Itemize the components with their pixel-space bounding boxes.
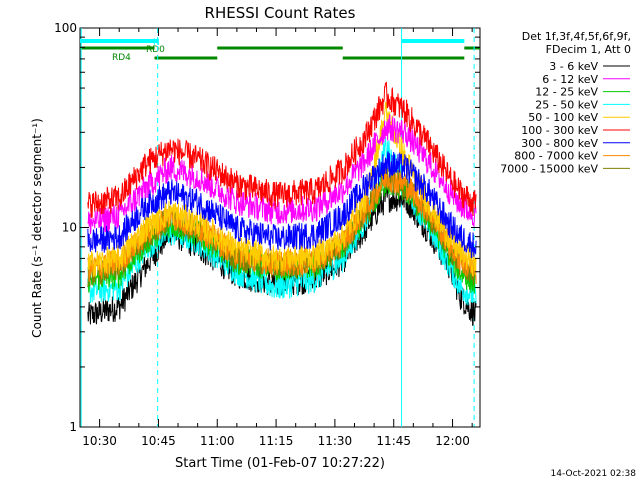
x-tick-label: 12:00: [435, 434, 470, 448]
y-tick-label: 1: [69, 420, 77, 434]
legend-label: 7000 - 15000 keV: [500, 162, 598, 175]
generated-timestamp: 14-Oct-2021 02:38: [551, 469, 637, 479]
legend-label: 100 - 300 keV: [521, 124, 598, 137]
state-label-rd4: RD4: [112, 53, 131, 63]
legend-label: 12 - 25 keV: [535, 86, 598, 99]
state-label-rd0: RD0: [146, 45, 165, 55]
legend-label: 50 - 100 keV: [528, 111, 598, 124]
legend-label: 3 - 6 keV: [549, 60, 598, 73]
y-axis-label: Count Rate (s⁻¹ detector segment⁻¹): [30, 118, 44, 338]
y-tick-label: 100: [54, 21, 77, 35]
x-tick-label: 11:15: [259, 434, 294, 448]
series-line-800-7000-kev: [87, 166, 477, 285]
x-tick-label: 11:30: [318, 434, 353, 448]
legend: Det 1f,3f,4f,5f,6f,9f, FDecim 1, Att 0 3…: [500, 30, 631, 175]
x-axis-label: Start Time (01-Feb-07 10:27:22): [175, 456, 385, 471]
x-tick-label: 11:45: [376, 434, 411, 448]
x-axis: 10:30 10:45 11:00 11:15 11:30 11:45 12:00: [79, 28, 473, 448]
legend-label: 300 - 800 keV: [521, 137, 598, 150]
x-tick-label: 10:45: [141, 434, 176, 448]
legend-label: 6 - 12 keV: [542, 73, 598, 86]
series-layer: [87, 81, 477, 327]
state-label-n: N: [153, 38, 160, 48]
legend-label: 25 - 50 keV: [535, 98, 598, 111]
legend-header-line-2: FDecim 1, Att 0: [546, 43, 631, 56]
y-tick-label: 10: [62, 221, 77, 235]
series-line-300-800-kev: [87, 151, 477, 259]
x-tick-label: 10:30: [82, 434, 117, 448]
chart-title: RHESSI Count Rates: [205, 4, 356, 22]
legend-header-line-1: Det 1f,3f,4f,5f,6f,9f,: [522, 30, 631, 43]
plot-frame: [79, 27, 481, 428]
series-line-6-12-kev: [87, 114, 477, 235]
y-axis: 1 10 100: [54, 21, 480, 434]
legend-label: 800 - 7000 keV: [514, 150, 598, 163]
series-line-100-300-kev: [87, 81, 477, 218]
x-tick-label: 11:00: [200, 434, 235, 448]
